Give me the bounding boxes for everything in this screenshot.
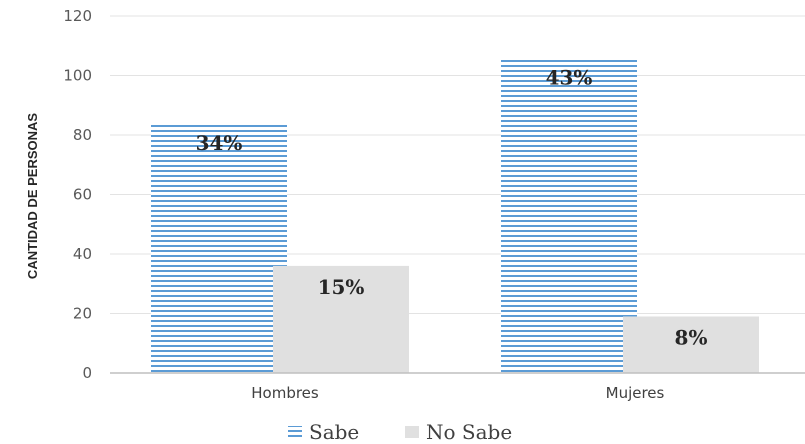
data-label: 43% bbox=[546, 66, 593, 90]
bar-no-sabe-mujeres bbox=[623, 316, 759, 373]
legend: Sabe No Sabe bbox=[288, 420, 512, 444]
legend-label-no-sabe: No Sabe bbox=[426, 420, 512, 444]
y-tick-label: 40 bbox=[73, 245, 92, 263]
x-category-label: Hombres bbox=[251, 384, 319, 402]
data-labels: 34% 15% 43% 8% bbox=[196, 66, 708, 350]
legend-swatch-no-sabe bbox=[405, 426, 419, 438]
y-tick-label: 120 bbox=[63, 7, 92, 25]
x-axis-categories: Hombres Mujeres bbox=[251, 384, 664, 402]
y-tick-label: 80 bbox=[73, 126, 92, 144]
legend-label-sabe: Sabe bbox=[309, 420, 359, 444]
legend-swatch-sabe bbox=[288, 426, 302, 438]
data-label: 34% bbox=[196, 131, 243, 155]
y-axis-ticks: 0 20 40 60 80 100 120 bbox=[63, 7, 92, 382]
data-label: 8% bbox=[675, 325, 708, 349]
bar-sabe-hombres bbox=[151, 123, 287, 373]
data-label: 15% bbox=[318, 275, 365, 299]
y-tick-label: 20 bbox=[73, 305, 92, 323]
y-axis-label: CANTIDAD DE PERSONAS bbox=[25, 113, 40, 279]
y-tick-label: 100 bbox=[63, 67, 92, 85]
legend-item-sabe: Sabe bbox=[288, 420, 359, 444]
x-category-label: Mujeres bbox=[606, 384, 665, 402]
legend-item-no-sabe: No Sabe bbox=[405, 420, 512, 444]
y-tick-label: 0 bbox=[82, 364, 92, 382]
bar-no-sabe-hombres bbox=[273, 265, 409, 373]
bar-sabe-mujeres bbox=[501, 57, 637, 374]
y-tick-label: 60 bbox=[73, 186, 92, 204]
bars bbox=[151, 57, 759, 374]
